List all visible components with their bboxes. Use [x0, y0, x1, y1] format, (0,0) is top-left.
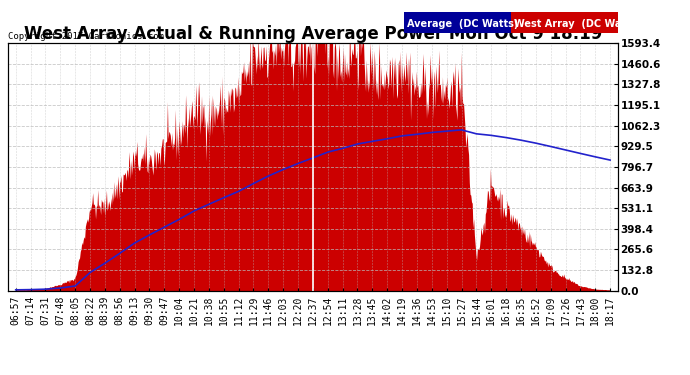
Title: West Array Actual & Running Average Power Mon Oct 9 18:19: West Array Actual & Running Average Powe… [23, 25, 602, 43]
Text: Copyright 2017 Cartronics.com: Copyright 2017 Cartronics.com [8, 32, 164, 41]
Text: West Array  (DC Watts): West Array (DC Watts) [514, 20, 641, 29]
Text: Average  (DC Watts): Average (DC Watts) [407, 20, 518, 29]
